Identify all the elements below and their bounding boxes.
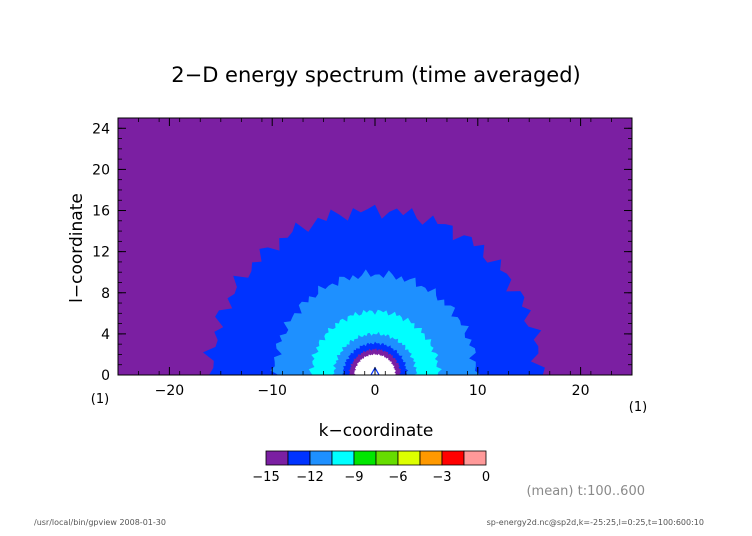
x-tick-label: 0 (371, 383, 380, 399)
colorbar-swatch (287, 450, 311, 466)
x-tick-label: −20 (155, 383, 185, 399)
y-unit-label: (1) (629, 400, 647, 415)
footer-left-text: /usr/local/bin/gpview 2008-01-30 (34, 518, 166, 527)
x-tick-label: 20 (572, 383, 590, 399)
y-tick-label: 8 (101, 286, 110, 302)
y-tick-label: 20 (92, 162, 110, 178)
x-axis-label: k−coordinate (319, 421, 434, 441)
x-tick-label: 10 (469, 383, 487, 399)
y-tick-label: 12 (92, 245, 110, 261)
colorbar-tick-label: −15 (252, 470, 279, 485)
origin-marker (370, 366, 380, 375)
x-unit-label: (1) (91, 392, 109, 407)
contour-region (353, 353, 396, 375)
colorbar-swatch (309, 450, 333, 466)
colorbar-swatch (265, 450, 289, 466)
colorbar-swatch (353, 450, 377, 466)
colorbar-tick-label: −12 (296, 470, 323, 485)
colorbar: −15 −12 −9 −6 −3 0 (252, 450, 490, 485)
colorbar-tick-label: −3 (432, 470, 451, 485)
colorbar-swatch (463, 450, 487, 466)
colorbar-tick-label: −9 (344, 470, 363, 485)
colorbar-swatch (397, 450, 421, 466)
y-tick-label: 4 (101, 327, 110, 343)
mean-note: (mean) t:100..600 (526, 484, 645, 499)
colorbar-swatch (375, 450, 399, 466)
colorbar-swatch (331, 450, 355, 466)
plot-area: −20 −10 0 10 20 0 4 8 12 16 20 24 (92, 117, 633, 399)
y-tick-label: 24 (92, 121, 110, 137)
x-tick-label: −10 (257, 383, 287, 399)
footer-right-text: sp-energy2d.nc@sp2d,k=-25:25,l=0:25,t=10… (487, 518, 704, 527)
colorbar-swatch (419, 450, 443, 466)
y-axis-label: l−coordinate (67, 193, 87, 303)
y-tick-label: 0 (101, 368, 110, 384)
chart-title: 2−D energy spectrum (time averaged) (171, 63, 581, 87)
y-tick-label: 16 (92, 204, 110, 220)
colorbar-swatch (441, 450, 465, 466)
colorbar-tick-label: 0 (482, 470, 490, 485)
colorbar-tick-label: −6 (388, 470, 407, 485)
